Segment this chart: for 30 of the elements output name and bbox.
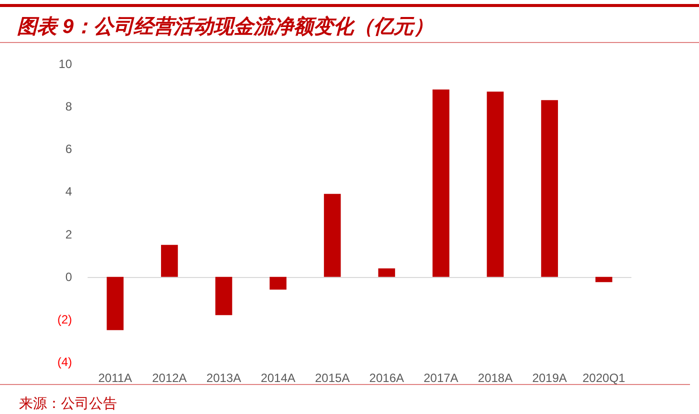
source-note: 来源：公司公告 bbox=[19, 395, 117, 411]
bar bbox=[541, 100, 558, 277]
x-tick-label: 2017A bbox=[424, 371, 458, 385]
bar bbox=[324, 194, 341, 277]
y-tick-label: 4 bbox=[65, 184, 72, 199]
x-tick-label: 2018A bbox=[478, 371, 513, 385]
x-tick-label: 2014A bbox=[260, 371, 296, 385]
bar bbox=[378, 268, 396, 277]
x-tick-label: 2020Q1 bbox=[582, 371, 626, 385]
bar bbox=[432, 90, 450, 277]
bar bbox=[270, 276, 286, 290]
y-tick-label: (2) bbox=[57, 312, 72, 326]
x-tick-label: 2011A bbox=[98, 371, 132, 385]
x-tick-label: 2015A bbox=[315, 371, 350, 385]
bar bbox=[106, 276, 124, 330]
x-tick-label: 2013A bbox=[206, 371, 242, 385]
bar bbox=[161, 244, 178, 277]
y-tick-label: 10 bbox=[58, 57, 72, 71]
y-tick-label: 0 bbox=[65, 270, 72, 284]
x-tick-label: 2012A bbox=[152, 371, 187, 385]
bar bbox=[215, 276, 232, 316]
y-tick-label: 6 bbox=[65, 142, 72, 156]
y-tick-label: (4) bbox=[57, 355, 72, 369]
chart-title: 图表 9：公司经营活动现金流净额变化（亿元） bbox=[17, 15, 434, 38]
y-tick-label: 8 bbox=[65, 100, 72, 114]
y-tick-label: 2 bbox=[65, 227, 72, 242]
bar bbox=[486, 92, 504, 277]
x-tick-label: 2019A bbox=[532, 371, 567, 385]
bar bbox=[595, 276, 612, 282]
x-tick-label: 2016A bbox=[369, 371, 404, 385]
